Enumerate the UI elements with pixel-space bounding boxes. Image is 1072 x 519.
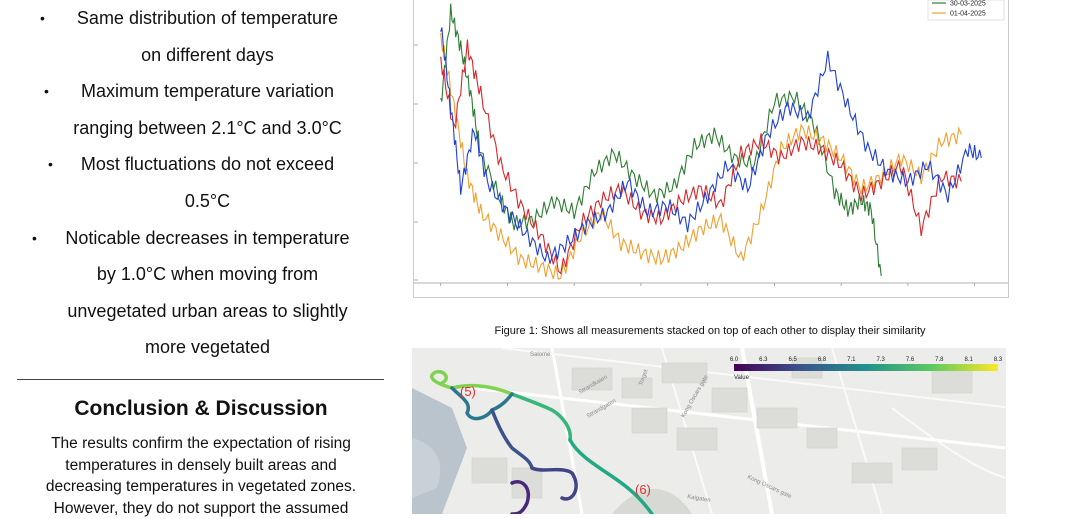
bullet-text: Most fluctuations do not exceed [81,154,334,174]
bullet-icon: • [40,0,45,37]
colorbar-tick-label: 8.1 [964,357,973,363]
legend-label: 01-04-2025 [950,11,986,18]
bullet-line: ranging between 2.1°C and 3.0°C [20,110,395,147]
bullet-line: on different days [20,37,395,74]
bullet-icon: • [44,73,49,110]
colorbar-tick-label: 6.3 [759,357,768,363]
bullet-line: • Same distribution of temperature [20,0,395,37]
colorbar-gradient [734,364,998,371]
section-divider [17,379,384,380]
conclusion-line: decreasing temperatures in vegetated zon… [26,476,376,498]
conclusion-line: temperatures in densely built areas and [26,455,376,477]
bullet-text: Maximum temperature variation [81,81,334,101]
conclusion-line: However, they do not support the assumed [26,498,376,519]
bullet-line: 0.5°C [20,183,395,220]
colorbar-tick-label: 6.5 [788,357,797,363]
bullet-icon: • [48,146,53,183]
figure-caption: Figure 1: Shows all measurements stacked… [413,325,1007,337]
bullet-line: more vegetated [20,329,395,366]
bullet-line: • Noticable decreases in temperature [20,220,395,257]
colorbar-label: Value [734,375,750,381]
colorbar-tick-label: 7.1 [847,357,856,363]
conclusion-text: The results confirm the expectation of r… [26,433,376,519]
bullet-text: 0.5°C [185,191,230,211]
bullet-text: Noticable decreases in temperature [65,228,349,248]
bullet-text: more vegetated [145,337,270,357]
colorbar-tick-label: 6.8 [818,357,827,363]
series-line [441,40,962,274]
bullet-text: ranging between 2.1°C and 3.0°C [73,118,342,138]
point-label-6: (6) [635,482,651,497]
colorbar-tick-label: 6.0 [730,357,739,363]
bullet-text: on different days [141,45,274,65]
bullet-text: unvegetated urban areas to slightly [67,301,347,321]
bullet-line: • Most fluctuations do not exceed [20,146,395,183]
conclusion-line: The results confirm the expectation of r… [26,433,376,455]
legend-label: 30-03-2025 [950,1,986,8]
colorbar-tick-label: 7.8 [935,357,944,363]
point-label-5: (5) [460,384,476,399]
conclusion-title: Conclusion & Discussion [18,397,384,421]
series-line [441,33,962,279]
colorbar-tick-label: 7.6 [906,357,915,363]
findings-list: • Same distribution of temperature on diff… [20,0,395,366]
bullet-line: unvegetated urban areas to slightly [20,293,395,330]
temperature-chart: 010002000300040005000600070008000Seconds… [413,0,1009,298]
map-svg: Salome Strandkaien Strandgaten Torget Ko… [412,348,1006,514]
route-map: Salome Strandkaien Strandgaten Torget Ko… [412,348,1006,514]
colorbar-tick-label: 7.3 [876,357,885,363]
left-column: • Same distribution of temperature on diff… [0,0,400,514]
chart-svg: 010002000300040005000600070008000Seconds… [414,0,1008,297]
colorbar-tick-label: 8.3 [994,357,1003,363]
bullet-text: Same distribution of temperature [77,8,338,28]
bullet-icon: • [32,220,37,257]
series-line [441,4,882,276]
bullet-text: by 1.0°C when moving from [97,264,318,284]
bullet-line: • Maximum temperature variation [20,73,395,110]
bullet-line: by 1.0°C when moving from [20,256,395,293]
street-label: Salome [530,352,551,358]
